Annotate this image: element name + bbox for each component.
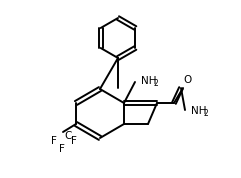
Text: NH: NH <box>141 76 156 86</box>
Text: 2: 2 <box>204 109 209 117</box>
Text: C: C <box>64 131 72 141</box>
Text: 2: 2 <box>154 78 159 88</box>
Text: F: F <box>59 144 65 154</box>
Text: NH: NH <box>191 106 207 116</box>
Text: F: F <box>51 136 57 146</box>
Text: O: O <box>184 75 192 85</box>
Text: F: F <box>71 136 77 146</box>
